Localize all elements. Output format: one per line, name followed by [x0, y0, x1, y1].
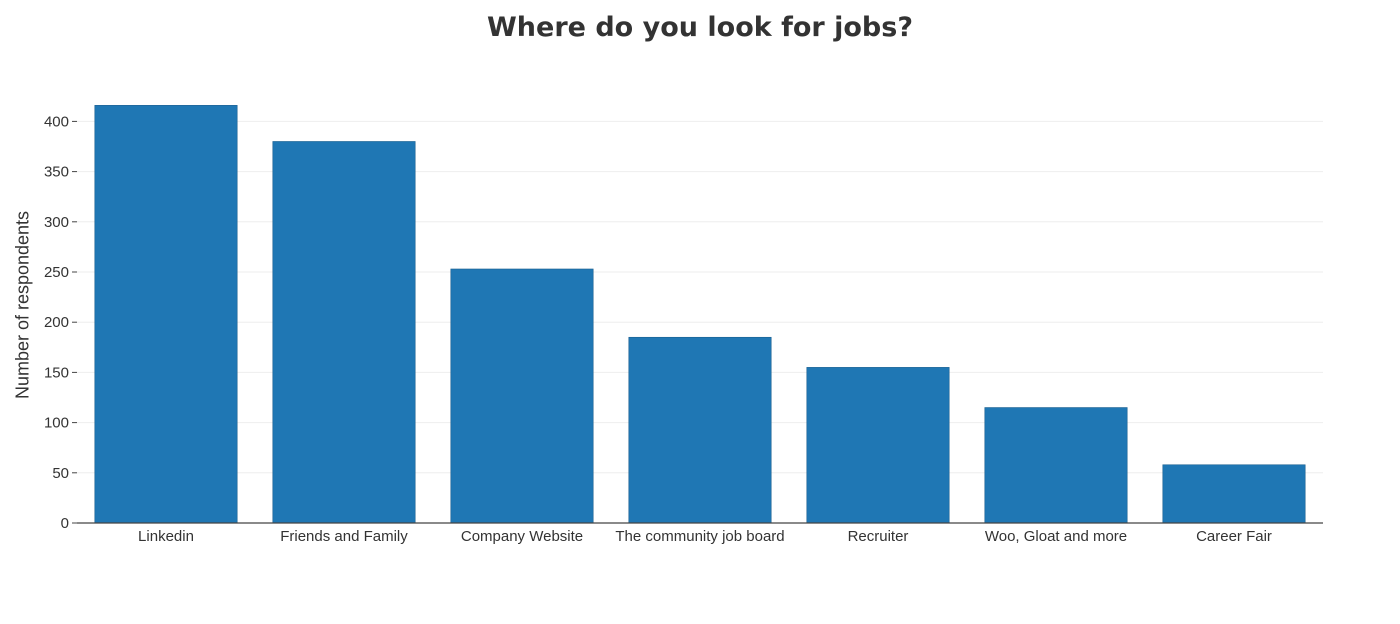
bar	[94, 105, 238, 524]
y-axis-label: Number of respondents	[12, 210, 33, 400]
y-tick-label: 350	[44, 164, 69, 181]
y-tick-label: 400	[44, 113, 69, 130]
bar	[628, 336, 772, 524]
y-tick-label: 300	[44, 214, 69, 231]
bar	[984, 407, 1128, 524]
bar	[450, 268, 594, 524]
y-tick-label: 250	[44, 264, 69, 281]
x-tick-label: Company Website	[461, 528, 583, 545]
x-tick-label: Woo, Gloat and more	[985, 528, 1127, 545]
bar	[272, 141, 416, 524]
x-tick-label: The community job board	[615, 528, 784, 545]
y-tick-label: 150	[44, 364, 69, 381]
bar	[806, 367, 950, 524]
y-tick-label: 50	[52, 465, 69, 482]
x-tick-label: Career Fair	[1196, 528, 1272, 545]
x-tick-label: Linkedin	[138, 528, 194, 545]
y-tick-label: 200	[44, 314, 69, 331]
x-tick-label: Recruiter	[848, 528, 909, 545]
y-tick-label: 100	[44, 415, 69, 432]
x-tick-label: Friends and Family	[280, 528, 408, 545]
y-tick-label: 0	[61, 515, 69, 532]
chart-title: Where do you look for jobs?	[487, 12, 913, 43]
bar	[1162, 464, 1306, 524]
